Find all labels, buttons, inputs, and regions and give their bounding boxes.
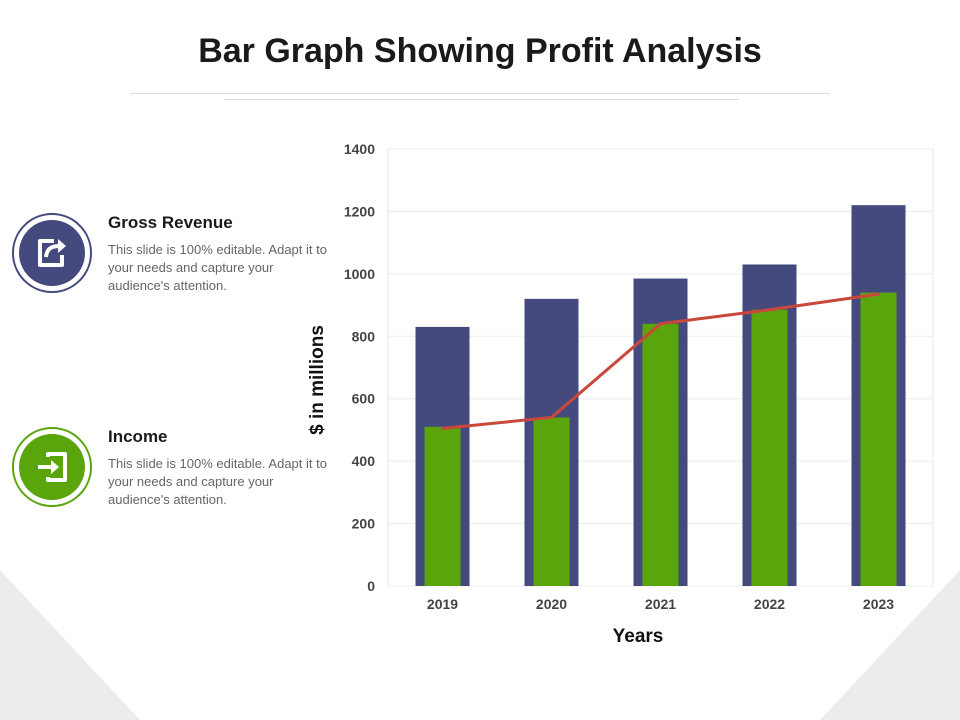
bar-income [751,309,788,586]
page-title: Bar Graph Showing Profit Analysis [198,32,762,70]
x-tick-label: 2021 [645,596,676,612]
y-tick-label: 0 [367,578,375,594]
title-divider-top [130,93,830,94]
legend-description-gross-revenue: This slide is 100% editable. Adapt it to… [108,242,327,293]
y-tick-label: 600 [352,391,376,407]
legend-income: Income This slide is 100% editable. Adap… [12,427,342,511]
bar-income [533,417,570,586]
legend-title-gross-revenue: Gross Revenue [108,213,233,232]
y-tick-label: 1000 [344,266,375,282]
x-tick-label: 2019 [427,596,458,612]
legend-description-income: This slide is 100% editable. Adapt it to… [108,456,327,507]
legend-title-income: Income [108,427,168,446]
income-badge [12,427,92,507]
y-tick-label: 1400 [344,141,375,157]
x-axis-title: Years [613,626,664,647]
bar-income [860,292,897,586]
y-tick-label: 200 [352,516,376,532]
x-tick-label: 2022 [754,596,785,612]
gross-revenue-badge [12,213,92,293]
share-icon [38,239,66,267]
y-tick-label: 800 [352,328,376,344]
trend-line [441,292,880,430]
corner-decoration-right [820,570,960,720]
enter-icon [38,452,67,482]
corner-decoration-left [0,570,140,720]
y-tick-label: 400 [352,453,376,469]
legend-gross-revenue: Gross Revenue This slide is 100% editabl… [12,213,342,297]
bar-income [424,426,461,586]
x-tick-label: 2020 [536,596,567,612]
x-tick-label: 2023 [863,596,894,612]
title-divider-bottom [224,99,739,100]
y-tick-label: 1200 [344,203,375,219]
bar-income [642,323,679,586]
y-axis-title: $ in millions [307,325,328,435]
